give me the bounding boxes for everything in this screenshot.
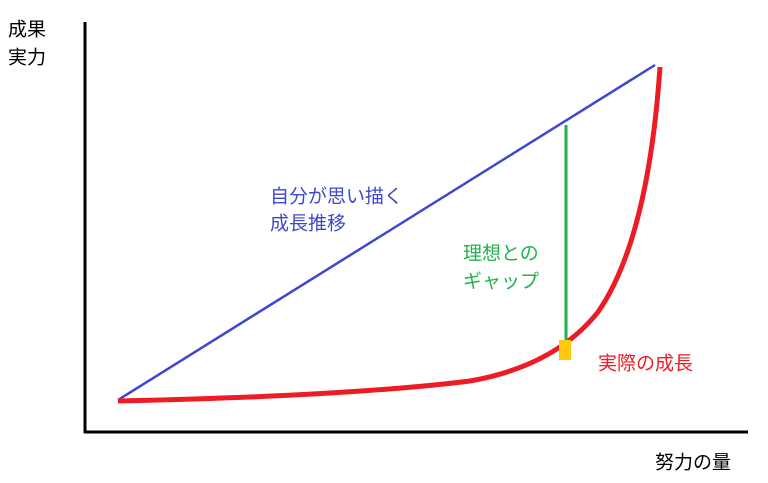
- gap-label: 理想との: [463, 243, 539, 265]
- gap-marker: [559, 340, 571, 360]
- ideal-line: [117, 63, 656, 402]
- actual-label: 実際の成長: [598, 353, 693, 375]
- actual-curve: [117, 66, 663, 404]
- ideal-label: 自分が思い描く: [270, 186, 403, 208]
- x-axis-label: 努力の量: [655, 452, 731, 474]
- gap-label: ギャップ: [463, 271, 539, 293]
- y-axis-label: 成果: [8, 19, 46, 41]
- y-axis-label: 実力: [8, 47, 46, 69]
- ideal-label: 成長推移: [270, 213, 346, 235]
